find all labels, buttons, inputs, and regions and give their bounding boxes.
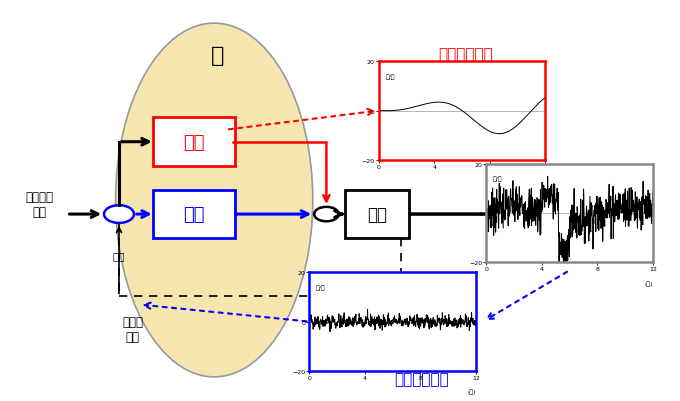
- Text: 身体: 身体: [367, 206, 388, 223]
- Ellipse shape: [116, 24, 313, 377]
- Text: (秒): (秒): [644, 280, 653, 286]
- Text: 度/秒: 度/秒: [493, 176, 503, 182]
- Text: 修正: 修正: [183, 206, 205, 223]
- Text: 実際の
動き: 実際の 動き: [626, 200, 646, 229]
- Text: (秒): (秒): [537, 178, 545, 184]
- Text: 低周波：予測: 低周波：予測: [439, 47, 493, 62]
- Circle shape: [104, 206, 134, 223]
- Circle shape: [314, 207, 339, 222]
- Text: 高周波：修正: 高周波：修正: [394, 371, 449, 387]
- Text: 予測: 予測: [183, 134, 205, 151]
- Text: 意図した
動き: 意図した 動き: [25, 190, 54, 219]
- Text: (秒): (秒): [467, 389, 476, 394]
- Text: 度/秒: 度/秒: [316, 284, 326, 290]
- FancyBboxPatch shape: [152, 118, 235, 167]
- Text: 比較: 比較: [113, 251, 125, 261]
- Text: 実際の
動き: 実際の 動き: [122, 315, 143, 343]
- FancyBboxPatch shape: [152, 190, 235, 239]
- Text: 度/秒: 度/秒: [386, 74, 395, 79]
- Text: 脳: 脳: [211, 46, 224, 66]
- FancyBboxPatch shape: [345, 190, 409, 239]
